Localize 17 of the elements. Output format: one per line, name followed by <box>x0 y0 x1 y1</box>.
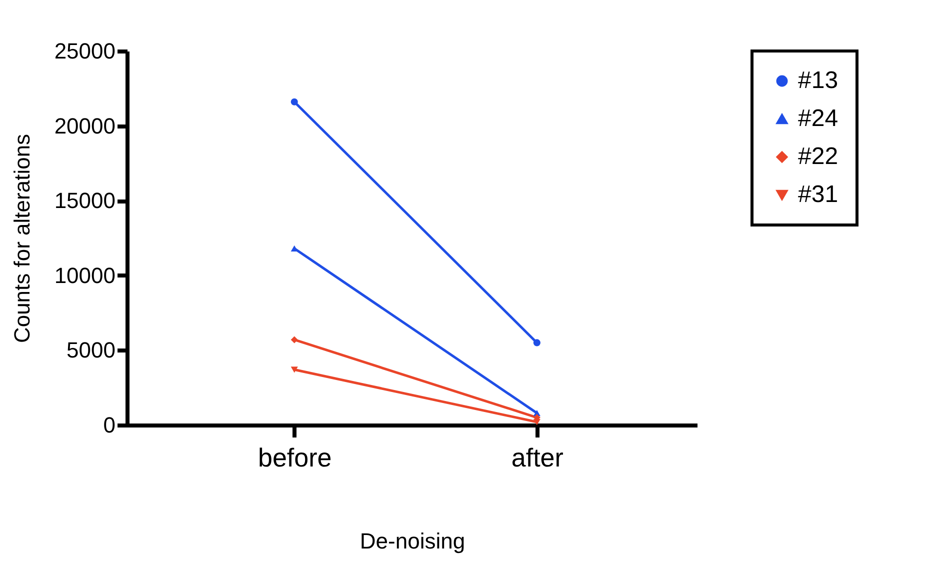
y-tick-label: 0 <box>103 412 116 438</box>
legend-label: #31 <box>798 181 838 208</box>
y-tick-label: 10000 <box>54 262 116 288</box>
legend-label: #22 <box>798 143 838 170</box>
y-tick-label: 15000 <box>54 188 116 214</box>
y-tick-label: 25000 <box>54 38 116 64</box>
legend-label: #13 <box>798 67 838 94</box>
point <box>290 336 298 344</box>
point <box>290 98 298 106</box>
y-tick-label: 20000 <box>54 113 116 138</box>
x-tick-label: after <box>511 442 564 472</box>
point <box>533 339 540 346</box>
y-axis-title: Counts for alterations <box>9 134 34 344</box>
x-axis-title: De-noising <box>360 528 466 554</box>
legend-label: #24 <box>798 105 838 132</box>
x-tick-label: before <box>258 442 332 472</box>
y-tick-label: 5000 <box>66 338 116 363</box>
